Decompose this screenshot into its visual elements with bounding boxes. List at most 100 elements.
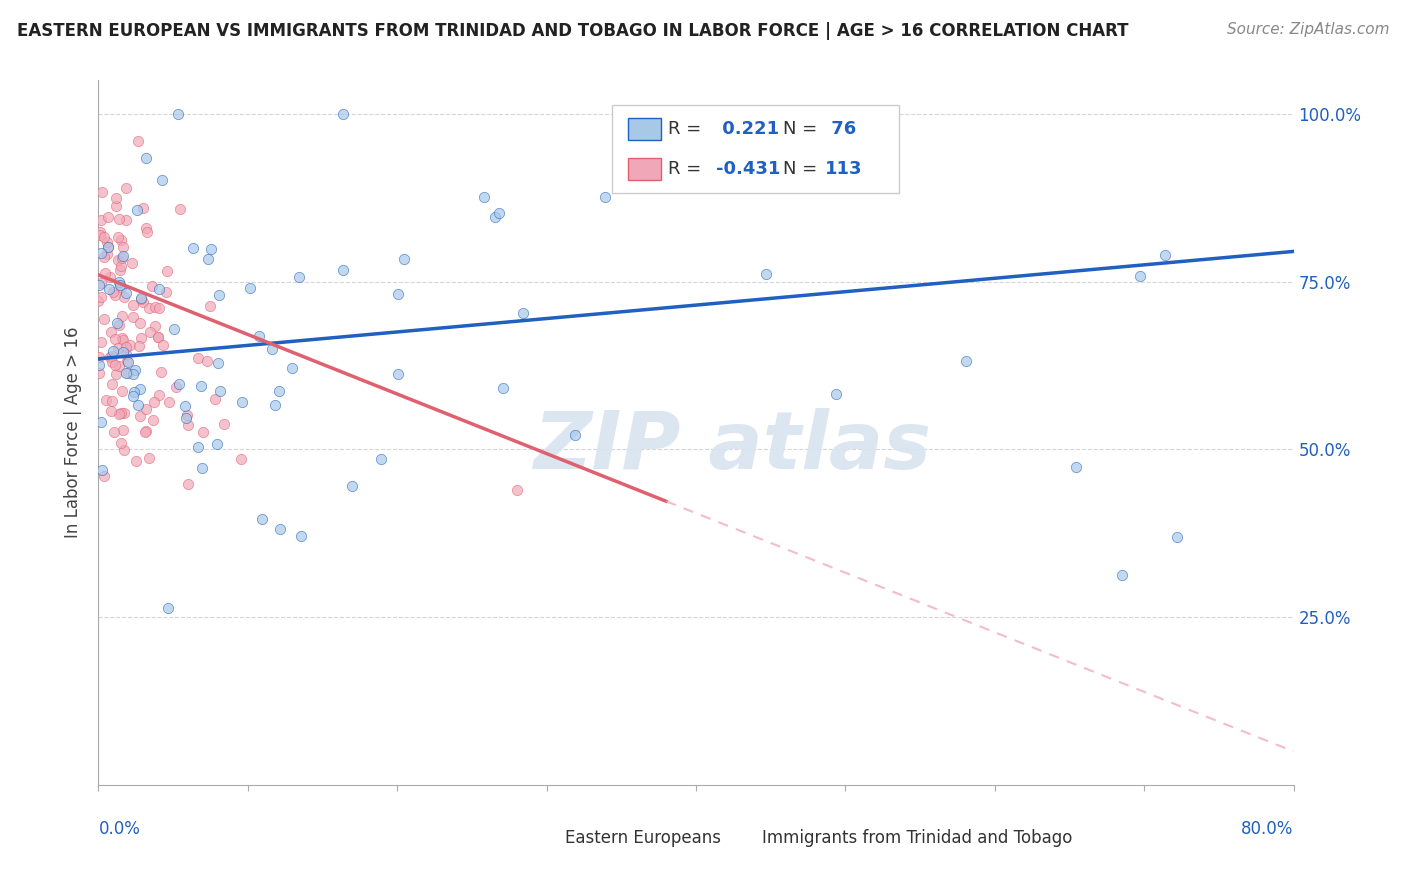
Point xyxy=(115,181,138,195)
Point xyxy=(90,277,112,291)
Point xyxy=(101,343,124,358)
Point xyxy=(128,409,150,424)
Point xyxy=(100,404,122,418)
Point xyxy=(370,451,392,466)
Point xyxy=(143,395,166,409)
Point xyxy=(138,301,160,315)
Point xyxy=(104,288,127,302)
Point xyxy=(132,294,155,309)
Point xyxy=(100,355,122,369)
Point xyxy=(150,365,173,379)
Point xyxy=(96,235,118,249)
Point xyxy=(128,338,150,352)
Point xyxy=(177,418,200,433)
Point xyxy=(90,245,112,260)
Point xyxy=(165,380,187,394)
Point xyxy=(104,332,127,346)
Y-axis label: In Labor Force | Age > 16: In Labor Force | Age > 16 xyxy=(65,326,83,539)
Point xyxy=(108,407,131,421)
Point xyxy=(229,451,252,466)
Point xyxy=(177,476,200,491)
Text: -0.431: -0.431 xyxy=(716,161,780,178)
Point xyxy=(90,415,112,429)
Point xyxy=(488,206,510,220)
Point xyxy=(197,252,219,266)
Point xyxy=(111,240,134,254)
Point xyxy=(200,242,222,256)
Point xyxy=(195,354,218,368)
Point xyxy=(129,383,152,397)
Point xyxy=(231,395,253,409)
Point xyxy=(110,233,132,247)
Point xyxy=(136,225,159,239)
Point xyxy=(174,411,197,425)
Point xyxy=(98,282,121,296)
Point xyxy=(111,384,134,399)
Point xyxy=(120,338,142,352)
Point xyxy=(110,260,132,274)
Point xyxy=(111,334,134,348)
Point xyxy=(100,350,122,364)
Point xyxy=(90,212,112,227)
Point xyxy=(135,151,157,165)
Point xyxy=(107,341,129,355)
Text: EASTERN EUROPEAN VS IMMIGRANTS FROM TRINIDAD AND TOBAGO IN LABOR FORCE | AGE > 1: EASTERN EUROPEAN VS IMMIGRANTS FROM TRIN… xyxy=(17,22,1129,40)
Point xyxy=(472,190,495,204)
Point xyxy=(96,247,118,261)
Point xyxy=(394,252,416,266)
Point xyxy=(107,229,129,244)
Text: 76: 76 xyxy=(825,120,856,137)
Point xyxy=(112,290,135,304)
Point xyxy=(132,201,155,215)
Point xyxy=(146,330,169,344)
Text: R =: R = xyxy=(668,120,707,137)
Point xyxy=(87,293,110,308)
Point xyxy=(121,256,143,270)
Point xyxy=(108,318,131,332)
Point xyxy=(152,337,174,351)
Point xyxy=(115,212,138,227)
Point xyxy=(91,463,114,477)
Point xyxy=(117,366,139,380)
Point xyxy=(191,425,214,439)
Point xyxy=(114,366,136,380)
Point xyxy=(1153,248,1175,262)
Point xyxy=(104,199,127,213)
Point xyxy=(131,292,153,306)
Point xyxy=(89,227,111,242)
Point xyxy=(288,270,311,285)
Text: N =: N = xyxy=(783,161,823,178)
Point xyxy=(115,340,138,354)
Point xyxy=(107,252,129,267)
Point xyxy=(191,460,214,475)
Point xyxy=(174,399,197,413)
Point xyxy=(135,221,157,235)
Point xyxy=(181,241,204,255)
Point xyxy=(141,279,163,293)
Point xyxy=(176,408,198,422)
Point xyxy=(101,376,124,391)
Point xyxy=(115,347,138,361)
Point xyxy=(1166,530,1188,544)
Point xyxy=(135,424,157,438)
Point xyxy=(155,285,177,299)
Point xyxy=(148,388,170,402)
FancyBboxPatch shape xyxy=(628,118,661,140)
Point xyxy=(129,316,152,330)
Point xyxy=(166,107,188,121)
Point xyxy=(89,225,111,239)
Point xyxy=(100,325,122,339)
Point xyxy=(110,436,132,450)
Point xyxy=(484,211,506,225)
Point xyxy=(200,299,222,313)
Point xyxy=(108,263,131,277)
Point xyxy=(167,376,190,391)
Point xyxy=(190,378,212,392)
Point xyxy=(156,264,179,278)
Point xyxy=(89,366,111,380)
Point xyxy=(112,345,135,359)
Point xyxy=(250,512,273,526)
Point xyxy=(115,285,138,300)
Point xyxy=(269,384,291,399)
Point xyxy=(135,401,157,416)
